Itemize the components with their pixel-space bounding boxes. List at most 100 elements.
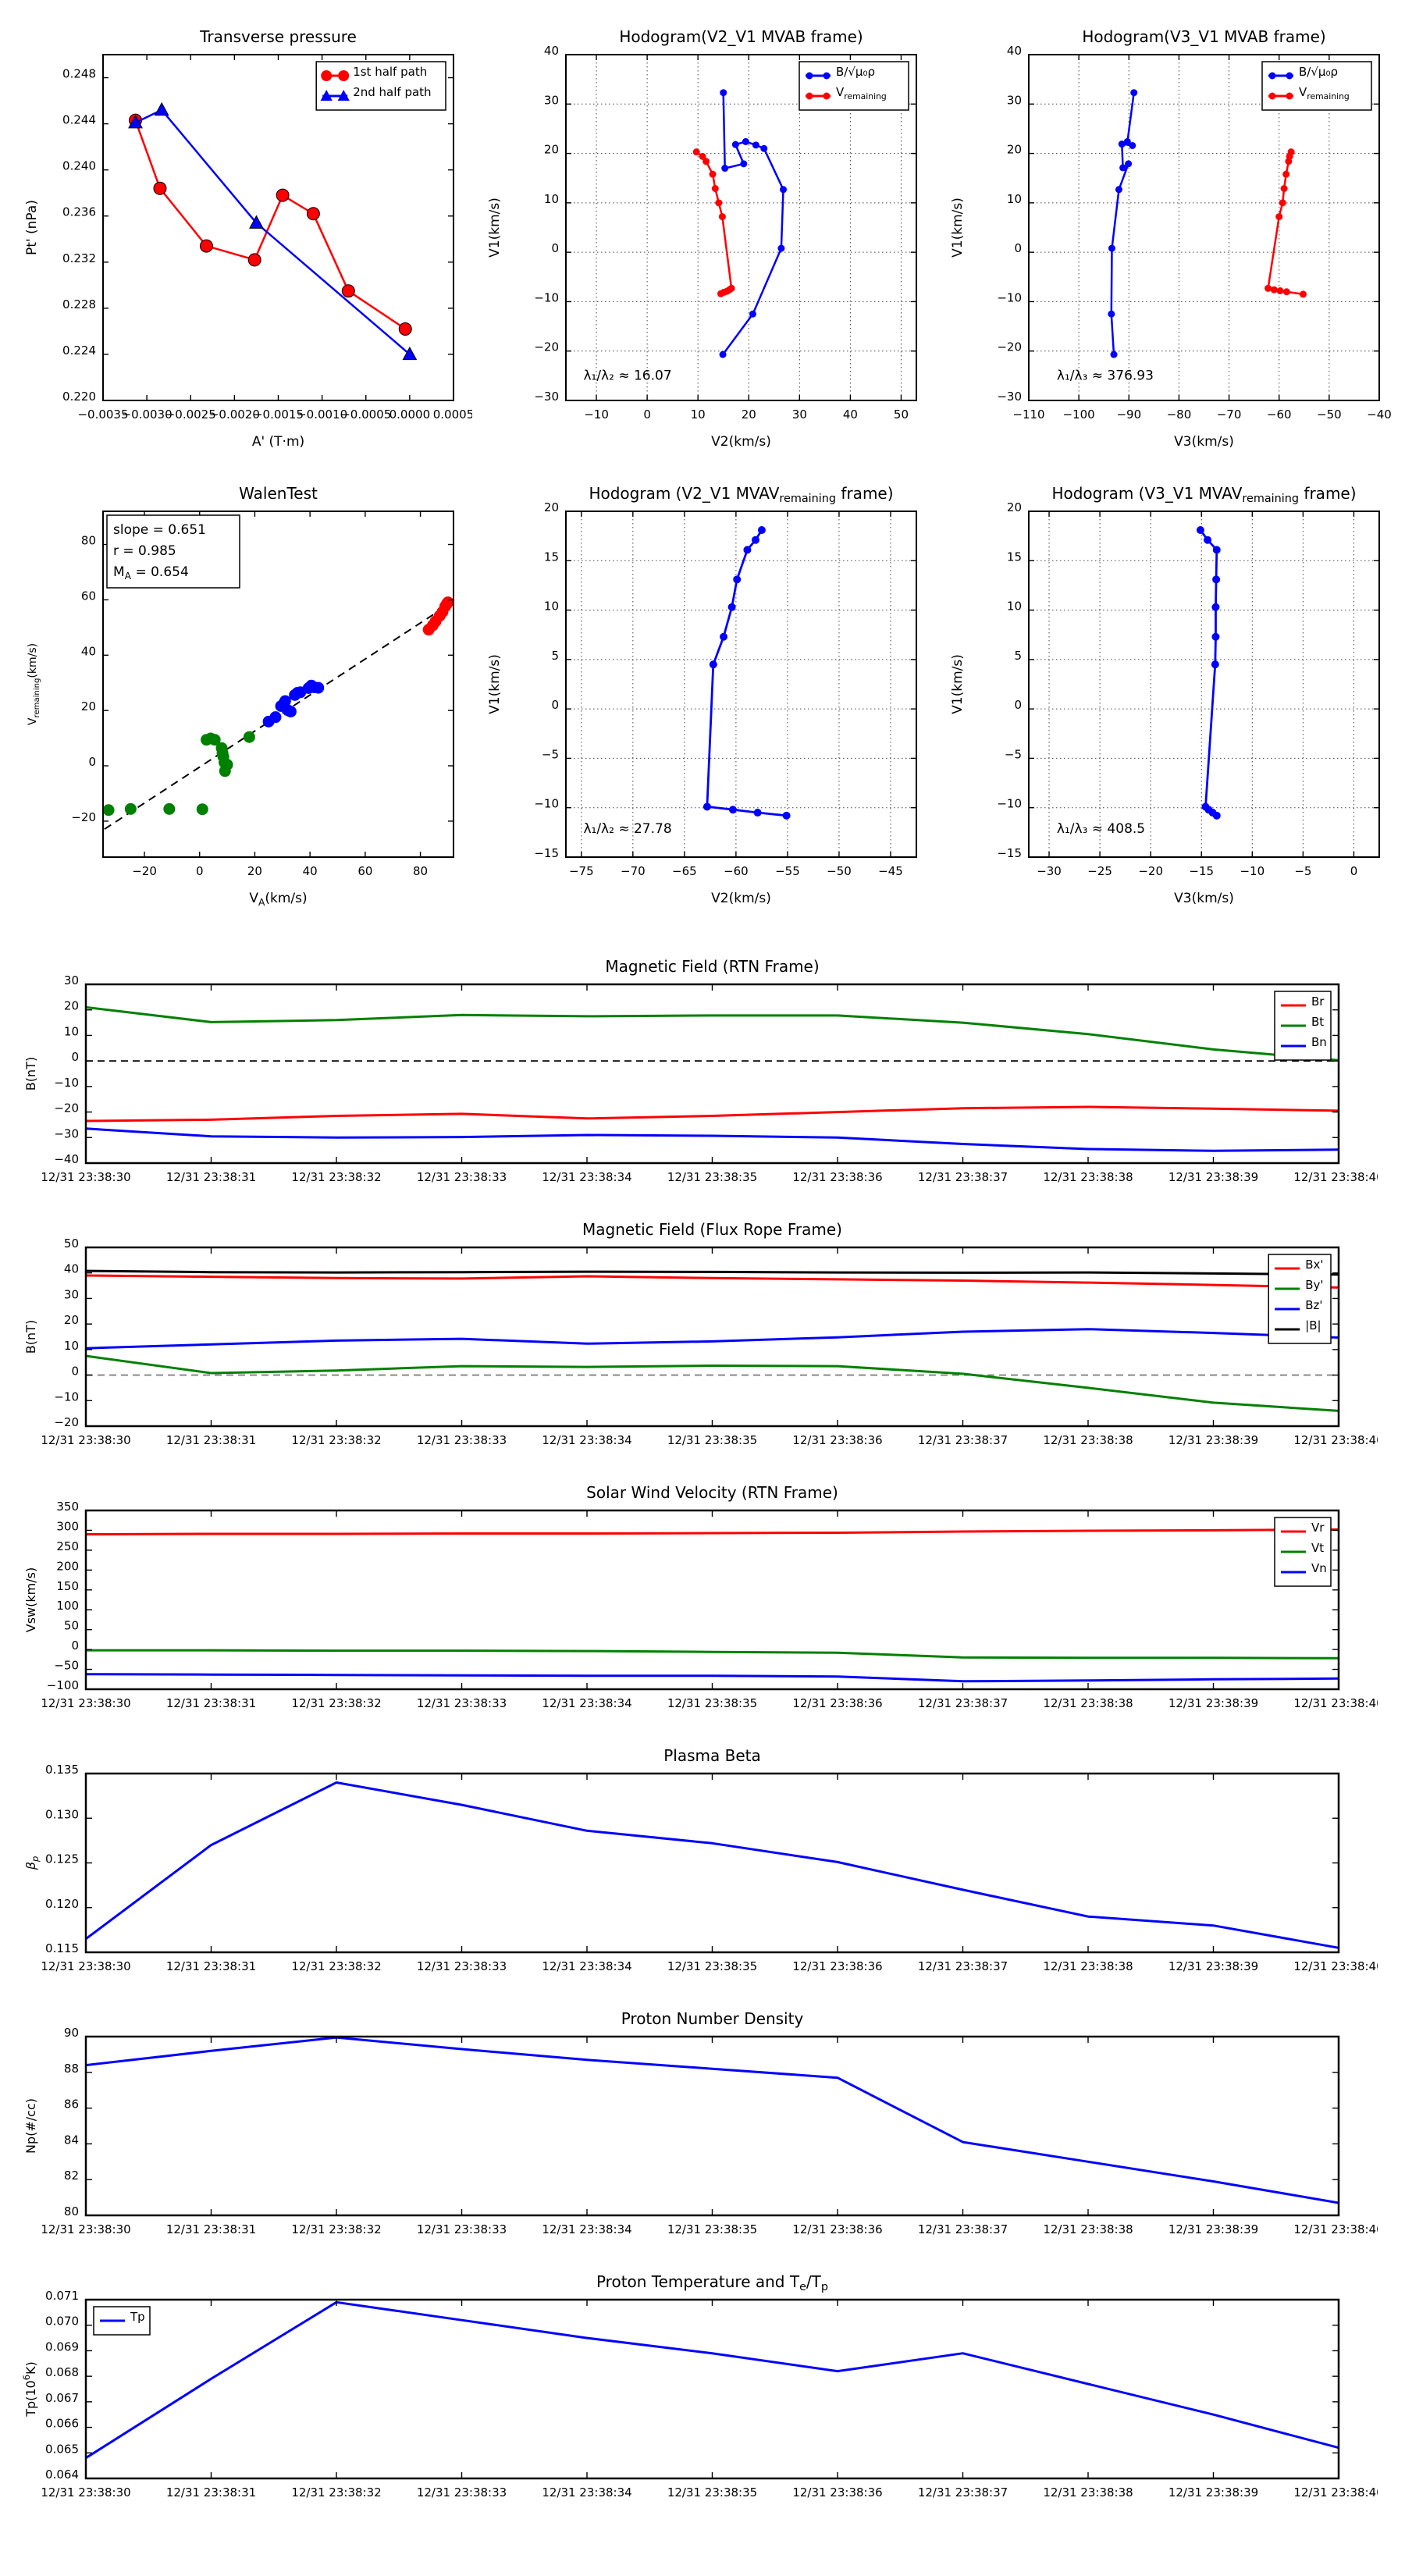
svg-text:12/31 23:38:33: 12/31 23:38:33 xyxy=(417,1696,507,1710)
svg-text:Bn: Bn xyxy=(1311,1035,1327,1049)
svg-text:−20: −20 xyxy=(534,340,559,354)
svg-text:−0.0005: −0.0005 xyxy=(340,407,391,422)
proton-density-plot: 12/31 23:38:30 12/31 23:38:31 12/31 23:38:… xyxy=(23,2009,1384,2236)
svg-text:12/31 23:38:34: 12/31 23:38:34 xyxy=(542,1959,631,1973)
svg-text:Plasma Beta: Plasma Beta xyxy=(663,1746,761,1765)
svg-text:20: 20 xyxy=(544,143,559,157)
svg-text:40: 40 xyxy=(1007,44,1022,58)
svg-text:−20: −20 xyxy=(997,340,1022,354)
svg-text:30: 30 xyxy=(64,1287,79,1301)
svg-text:−80: −80 xyxy=(1167,407,1192,422)
b-fluxrope-plot: 12/31 23:38:30 12/31 23:38:31 12/31 23:38:… xyxy=(23,1220,1384,1447)
svg-text:90: 90 xyxy=(64,2026,79,2040)
series-b-over-sqrt-mu0rho xyxy=(1110,92,1135,355)
svg-text:12/31 23:38:37: 12/31 23:38:37 xyxy=(918,2222,1008,2236)
transverse-pressure-series xyxy=(128,101,418,361)
svg-text:100: 100 xyxy=(56,1599,79,1613)
svg-text:0.130: 0.130 xyxy=(45,1807,79,1821)
svg-text:82: 82 xyxy=(64,2169,79,2183)
svg-text:12/31 23:38:30: 12/31 23:38:30 xyxy=(41,2485,130,2500)
svg-text:0.248: 0.248 xyxy=(62,67,96,81)
svg-text:0: 0 xyxy=(71,1364,79,1379)
svg-text:Hodogram (V3_V1 MVAVremaining: Hodogram (V3_V1 MVAVremaining frame) xyxy=(1051,484,1356,505)
chart-magnetic-field-rtn: 12/31 23:38:30 12/31 23:38:31 12/31 23:38:… xyxy=(20,948,1384,1213)
svg-text:12/31 23:38:35: 12/31 23:38:35 xyxy=(667,2485,757,2500)
svg-text:V1(km/s): V1(km/s) xyxy=(950,197,966,258)
chart-plasma-beta: 12/31 23:38:30 12/31 23:38:31 12/31 23:38:… xyxy=(20,1738,1384,2002)
chart-proton-temperature: 12/31 23:38:30 12/31 23:38:31 12/31 23:38:… xyxy=(20,2264,1384,2528)
svg-text:12/31 23:38:34: 12/31 23:38:34 xyxy=(542,1696,631,1710)
svg-text:60: 60 xyxy=(81,589,96,603)
svg-text:350: 350 xyxy=(56,1500,79,1514)
svg-text:λ₁/λ₂ ≈ 27.78: λ₁/λ₂ ≈ 27.78 xyxy=(583,821,671,837)
svg-text:10: 10 xyxy=(544,192,559,206)
svg-text:V1(km/s): V1(km/s) xyxy=(487,197,503,258)
svg-text:slope = 0.651: slope = 0.651 xyxy=(113,522,206,538)
svg-text:−30: −30 xyxy=(997,390,1022,404)
svg-text:−0.0010: −0.0010 xyxy=(297,407,347,422)
svg-text:λ₁/λ₃ ≈ 376.93: λ₁/λ₃ ≈ 376.93 xyxy=(1057,368,1154,383)
series-Vn xyxy=(85,1673,1339,1683)
svg-text:40: 40 xyxy=(843,407,858,422)
svg-text:Vn: Vn xyxy=(1311,1561,1327,1575)
svg-text:−50: −50 xyxy=(54,1659,79,1673)
svg-text:12/31 23:38:38: 12/31 23:38:38 xyxy=(1043,2485,1133,2500)
svg-text:12/31 23:38:36: 12/31 23:38:36 xyxy=(792,1433,882,1447)
svg-text:20: 20 xyxy=(81,699,96,713)
svg-text:Bz': Bz' xyxy=(1305,1298,1322,1312)
svg-text:12/31 23:38:36: 12/31 23:38:36 xyxy=(792,1170,882,1184)
svg-text:12/31 23:38:40: 12/31 23:38:40 xyxy=(1293,1959,1378,1973)
svg-text:−10: −10 xyxy=(534,290,559,304)
series-second-half-path xyxy=(134,109,411,355)
axes-box xyxy=(84,2035,1340,2217)
svg-text:10: 10 xyxy=(1007,600,1022,614)
legend: Bx' By' Bz' |B| xyxy=(1268,1254,1332,1344)
svg-text:12/31 23:38:30: 12/31 23:38:30 xyxy=(41,1433,130,1447)
legend: Br Bt Bn xyxy=(1274,991,1332,1061)
svg-text:1st half path: 1st half path xyxy=(353,65,427,79)
series-Br xyxy=(85,1105,1339,1123)
svg-text:0.236: 0.236 xyxy=(62,205,96,219)
svg-text:250: 250 xyxy=(56,1539,79,1553)
axes-box xyxy=(84,2298,1340,2480)
svg-text:−70: −70 xyxy=(1217,407,1242,422)
series-Bt xyxy=(85,1005,1339,1062)
b-rtn-plot: 12/31 23:38:30 12/31 23:38:31 12/31 23:38:… xyxy=(23,957,1384,1184)
chart-proton-density: 12/31 23:38:30 12/31 23:38:31 12/31 23:38:… xyxy=(20,2001,1384,2265)
svg-text:40: 40 xyxy=(544,44,559,58)
svg-text:B(nT): B(nT) xyxy=(23,1057,38,1091)
svg-text:0: 0 xyxy=(1350,864,1358,878)
svg-text:−20: −20 xyxy=(54,1101,79,1115)
legend: 1st half path 2nd half path xyxy=(315,61,446,111)
svg-text:30: 30 xyxy=(792,407,807,422)
svg-text:12/31 23:38:34: 12/31 23:38:34 xyxy=(542,2485,631,2500)
svg-text:5: 5 xyxy=(1014,649,1022,663)
svg-text:−0.0030: −0.0030 xyxy=(122,407,173,422)
svg-text:0.244: 0.244 xyxy=(62,113,96,127)
svg-text:20: 20 xyxy=(64,1313,79,1327)
svg-text:5: 5 xyxy=(551,649,559,663)
svg-text:12/31 23:38:31: 12/31 23:38:31 xyxy=(166,1433,256,1447)
svg-text:12/31 23:38:38: 12/31 23:38:38 xyxy=(1043,1170,1133,1184)
walen-test-series xyxy=(102,596,454,831)
svg-text:50: 50 xyxy=(64,1236,79,1251)
svg-text:0.065: 0.065 xyxy=(45,2442,79,2456)
svg-text:−65: −65 xyxy=(672,864,697,878)
svg-text:−20: −20 xyxy=(1138,864,1163,878)
svg-text:Hodogram(V3_V1 MVAB frame): Hodogram(V3_V1 MVAB frame) xyxy=(1082,27,1325,46)
svg-text:−5: −5 xyxy=(1294,864,1311,878)
svg-text:−0.0015: −0.0015 xyxy=(253,407,304,422)
svg-text:12/31 23:38:30: 12/31 23:38:30 xyxy=(41,2222,130,2236)
svg-text:12/31 23:38:39: 12/31 23:38:39 xyxy=(1168,1959,1258,1973)
svg-text:VA(km/s): VA(km/s) xyxy=(249,891,307,908)
svg-text:12/31 23:38:39: 12/31 23:38:39 xyxy=(1168,1696,1258,1710)
svg-text:12/31 23:38:36: 12/31 23:38:36 xyxy=(792,1959,882,1973)
svg-text:Hodogram (V2_V1 MVAVremaining: Hodogram (V2_V1 MVAVremaining frame) xyxy=(589,484,893,505)
svg-text:Vremaining: Vremaining xyxy=(1299,85,1350,101)
chart-hodogram-v2v1-mvav: −75 −70 −65 −60 −55 −50 −45 −15 −10 −5 0 5 10 15 20 Hod… xyxy=(478,468,935,924)
svg-text:12/31 23:38:37: 12/31 23:38:37 xyxy=(918,1959,1008,1973)
svg-text:0.069: 0.069 xyxy=(45,2339,79,2354)
svg-text:12/31 23:38:32: 12/31 23:38:32 xyxy=(291,1696,381,1710)
svg-text:−70: −70 xyxy=(621,864,646,878)
walen-test-plot: −20 0 20 40 60 80 −20 0 20 40 60 80 WalenTest VA(km/s… xyxy=(27,484,454,908)
